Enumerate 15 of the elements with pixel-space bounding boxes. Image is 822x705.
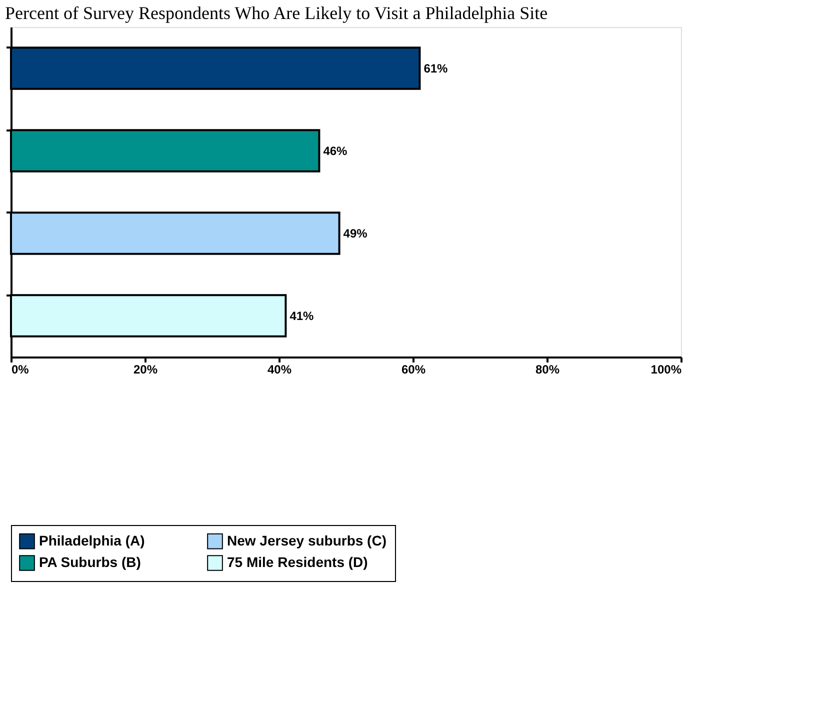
data-label: 46% [323,144,348,158]
legend-label: PA Suburbs (B) [39,554,141,570]
data-label: 61% [424,61,448,76]
x-tick-label: 40% [267,362,292,376]
x-tick-label: 100% [650,362,682,376]
legend-label: Philadelphia (A) [39,532,145,548]
data-label: 49% [343,226,368,240]
x-tick-label: 0% [12,362,30,376]
x-tick-label: 20% [133,362,158,376]
data-label: 41% [290,308,314,323]
x-tick-label: 80% [535,362,560,376]
legend-label: 75 Mile Residents (D) [227,554,368,570]
chart-title: Percent of Survey Respondents Who Are Likely to Visit a Philadelphia Site [5,3,548,23]
legend-label: New Jersey suburbs (C) [227,532,386,548]
x-tick-label: 60% [401,362,426,376]
